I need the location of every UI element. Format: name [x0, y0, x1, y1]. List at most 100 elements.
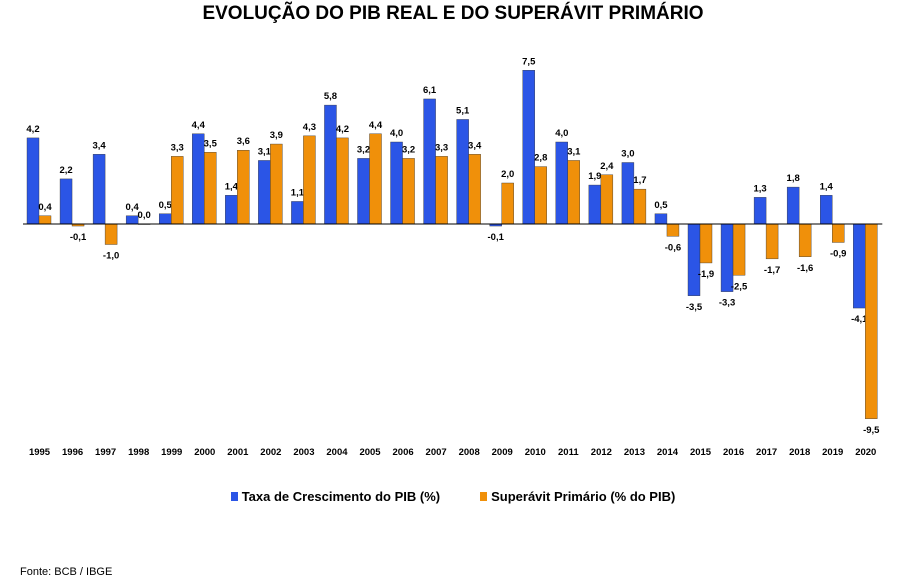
- bar-superavit-1995: [38, 215, 52, 225]
- bar-superavit-2010: [534, 166, 547, 225]
- data-label-superavit-2003: 4,3: [303, 122, 316, 133]
- x-tick-1997: 1997: [95, 447, 116, 458]
- data-label-pib-2013: 3,0: [621, 149, 634, 160]
- x-tick-2009: 2009: [492, 447, 513, 458]
- bar-superavit-2018: [798, 223, 812, 257]
- x-tick-2006: 2006: [393, 447, 414, 458]
- chart-title: EVOLUÇÃO DO PIB REAL E DO SUPERÁVIT PRIM…: [202, 3, 704, 24]
- data-label-superavit-2020: -9,5: [863, 425, 880, 436]
- x-tick-2013: 2013: [624, 447, 645, 458]
- bar-superavit-1997: [104, 223, 118, 245]
- data-label-pib-2003: 1,1: [291, 187, 305, 198]
- bar-pib-2012: [588, 184, 602, 225]
- data-label-superavit-2000: 3,5: [204, 138, 218, 149]
- bar-superavit-2001: [237, 149, 250, 225]
- x-tick-2003: 2003: [293, 447, 314, 458]
- x-tick-1998: 1998: [128, 447, 149, 458]
- bar-pib-2000: [192, 133, 205, 225]
- x-tick-2005: 2005: [359, 447, 381, 458]
- x-tick-2015: 2015: [690, 447, 712, 458]
- data-label-superavit-2015: -1,9: [698, 269, 714, 280]
- x-tick-2001: 2001: [227, 447, 249, 458]
- bar-pib-2017: [753, 197, 767, 225]
- data-label-pib-2015: -3,5: [686, 302, 703, 313]
- source-note: Fonte: BCB / IBGE: [20, 566, 113, 578]
- data-label-superavit-2018: -1,6: [797, 263, 813, 274]
- bar-pib-2005: [357, 158, 370, 225]
- bar-pib-1998: [125, 215, 139, 225]
- bar-pib-1999: [158, 213, 172, 225]
- bar-superavit-2020: [865, 223, 878, 419]
- x-tick-2019: 2019: [822, 447, 843, 458]
- bar-pib-2011: [555, 141, 568, 225]
- data-label-superavit-1998: 0,0: [138, 210, 151, 221]
- data-label-superavit-2014: -0,6: [665, 242, 681, 253]
- bar-pib-2020: [853, 223, 866, 309]
- bar-superavit-2002: [270, 143, 283, 225]
- bar-superavit-2003: [303, 135, 316, 225]
- data-label-pib-2018: 1,8: [787, 173, 800, 184]
- bar-superavit-2005: [369, 133, 382, 225]
- data-label-pib-2010: 7,5: [522, 56, 536, 67]
- data-label-superavit-2002: 3,9: [270, 130, 283, 141]
- x-tick-2014: 2014: [657, 447, 679, 458]
- data-label-superavit-2009: 2,0: [501, 169, 514, 180]
- x-tick-1996: 1996: [62, 447, 83, 458]
- x-tick-2011: 2011: [558, 447, 579, 458]
- legend-label-pib: Taxa de Crescimento do PIB (%): [241, 489, 441, 504]
- data-label-pib-2004: 5,8: [324, 91, 337, 102]
- bar-pib-2019: [820, 195, 833, 225]
- x-tick-2004: 2004: [326, 447, 348, 458]
- data-label-pib-2017: 1,3: [753, 183, 766, 194]
- bar-superavit-2004: [336, 137, 349, 225]
- data-label-pib-2005: 3,2: [357, 144, 370, 155]
- bar-superavit-2017: [765, 223, 779, 260]
- bar-superavit-2019: [832, 223, 845, 243]
- x-tick-2008: 2008: [459, 447, 480, 458]
- bar-pib-2008: [456, 119, 469, 225]
- bar-superavit-2006: [402, 158, 415, 225]
- bar-superavit-2015: [699, 223, 713, 264]
- data-label-superavit-2017: -1,7: [764, 265, 780, 276]
- data-label-pib-2020: -4,1: [851, 314, 868, 325]
- data-label-superavit-2010: 2,8: [534, 153, 547, 164]
- data-label-superavit-1999: 3,3: [171, 142, 184, 153]
- bar-superavit-2016: [732, 223, 746, 276]
- data-label-superavit-1996: -0,1: [70, 232, 87, 243]
- data-label-pib-2011: 4,0: [555, 128, 568, 139]
- data-label-pib-2001: 1,4: [225, 181, 239, 192]
- data-label-pib-1995: 4,2: [26, 124, 39, 135]
- legend-swatch-superavit: [480, 492, 488, 501]
- data-label-superavit-2004: 4,2: [336, 124, 349, 135]
- bar-pib-2018: [786, 186, 800, 225]
- legend-item-pib: Taxa de Crescimento do PIB (%): [230, 489, 441, 504]
- bar-pib-1997: [92, 154, 106, 225]
- bar-pib-2007: [423, 98, 436, 225]
- data-label-pib-2006: 4,0: [390, 128, 403, 139]
- legend: Taxa de Crescimento do PIB (%) Superávit…: [0, 489, 906, 504]
- legend-swatch-pib: [230, 492, 238, 501]
- data-label-superavit-2019: -0,9: [830, 248, 846, 259]
- data-label-superavit-2008: 3,4: [468, 140, 482, 151]
- data-label-pib-1997: 3,4: [92, 140, 106, 151]
- data-label-pib-2008: 5,1: [456, 105, 470, 116]
- data-label-pib-2016: -3,3: [719, 298, 735, 309]
- bar-superavit-2014: [666, 223, 680, 237]
- x-tick-2000: 2000: [194, 447, 215, 458]
- bar-pib-1996: [59, 178, 73, 225]
- data-label-superavit-2011: 3,1: [567, 146, 581, 157]
- data-label-pib-2000: 4,4: [192, 120, 206, 131]
- bar-superavit-2007: [435, 156, 448, 225]
- x-tick-2012: 2012: [591, 447, 612, 458]
- data-label-pib-1999: 0,5: [159, 200, 173, 211]
- x-tick-1995: 1995: [29, 447, 51, 458]
- data-label-superavit-2013: 1,7: [633, 175, 646, 186]
- bar-chart: 4,20,419952,2-0,119963,4-1,019970,40,019…: [23, 56, 883, 458]
- data-label-pib-2009: -0,1: [488, 232, 505, 243]
- data-label-pib-2014: 0,5: [654, 200, 668, 211]
- x-tick-1999: 1999: [161, 447, 182, 458]
- bar-pib-1995: [26, 137, 40, 225]
- x-tick-2016: 2016: [723, 447, 744, 458]
- bar-superavit-2008: [468, 154, 481, 225]
- data-label-pib-1998: 0,4: [126, 202, 140, 213]
